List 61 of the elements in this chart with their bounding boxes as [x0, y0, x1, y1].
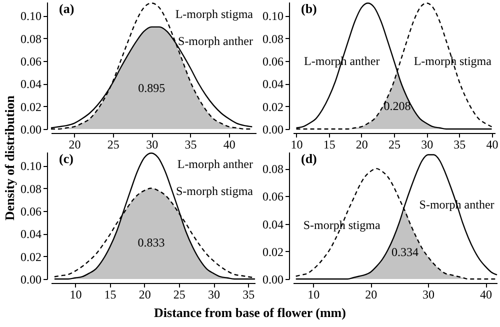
y-tick-label: 0.08: [262, 32, 284, 46]
x-tick-label: 30: [421, 138, 434, 152]
y-tick-label: 0.04: [20, 227, 42, 242]
y-tick-label: 0.04: [20, 77, 42, 92]
y-tick-label: 0.04: [262, 217, 284, 232]
x-tick-label: 20: [68, 138, 81, 152]
x-tick-label: 40: [486, 138, 498, 152]
y-tick-label: 0.06: [262, 190, 284, 204]
annotation: 0.208: [384, 98, 411, 113]
x-tick-label: 30: [146, 138, 158, 152]
annotation: L-morph stigma: [175, 7, 254, 21]
annotation: 0.895: [138, 81, 166, 96]
y-tick-label: 0.04: [262, 77, 284, 92]
y-tick-label: 0.02: [20, 250, 42, 264]
annotation: 0.334: [392, 244, 419, 259]
x-tick-label: 20: [356, 138, 368, 152]
annotation: S-morph stigma: [303, 218, 382, 232]
y-tick-label: 0.00: [262, 122, 284, 136]
y-tick-label: 0.06: [20, 54, 42, 68]
chart-title: (b): [301, 1, 317, 16]
y-tick-label: 0.02: [262, 244, 284, 259]
x-tick-label: 35: [454, 138, 466, 152]
chart-title: (a): [59, 1, 74, 16]
x-tick-label: 20: [138, 288, 151, 302]
x-tick-label: 20: [365, 288, 378, 302]
annotation: S-morph stigma: [176, 184, 254, 198]
y-tick-label: 0.00: [262, 272, 284, 286]
chart-title: (c): [59, 151, 74, 166]
x-tick-label: 30: [422, 288, 435, 302]
y-tick-label: 0.10: [20, 9, 42, 24]
x-tick-label: 10: [290, 138, 303, 152]
x-tick-label: 25: [173, 288, 186, 302]
x-tick-label: 40: [223, 138, 236, 152]
chart-title: (d): [301, 151, 317, 166]
x-tick-label: 40: [480, 288, 492, 302]
y-tick-label: 0.08: [262, 162, 284, 176]
y-tick-label: 0.06: [262, 54, 284, 68]
x-tick-label: 35: [242, 288, 255, 302]
y-tick-label: 0.00: [20, 122, 42, 136]
y-axis-title: Density of distribution: [2, 94, 18, 222]
x-axis-title: Distance from base of flower (mm): [153, 305, 347, 321]
y-tick-label: 0.06: [20, 204, 42, 218]
x-tick-label: 10: [308, 288, 320, 302]
y-tick-label: 0.08: [20, 182, 42, 196]
annotation: 0.833: [138, 236, 165, 250]
x-tick-label: 10: [70, 288, 82, 302]
y-tick-label: 0.10: [262, 9, 284, 24]
x-tick-label: 15: [323, 138, 336, 152]
y-tick-label: 0.02: [262, 100, 284, 114]
y-tick-label: 0.00: [20, 272, 42, 286]
annotation: L-morph anther: [177, 157, 253, 171]
y-tick-label: 0.02: [20, 100, 42, 114]
y-tick-label: 0.10: [20, 159, 42, 174]
annotation: L-morph stigma: [414, 54, 492, 68]
x-tick-label: 25: [388, 138, 400, 152]
x-tick-label: 15: [104, 288, 116, 302]
y-tick-label: 0.08: [20, 32, 42, 46]
annotation: S-morph anther: [178, 34, 253, 48]
x-tick-label: 35: [184, 138, 197, 152]
x-tick-label: 25: [107, 138, 120, 152]
x-tick-label: 30: [208, 288, 220, 302]
